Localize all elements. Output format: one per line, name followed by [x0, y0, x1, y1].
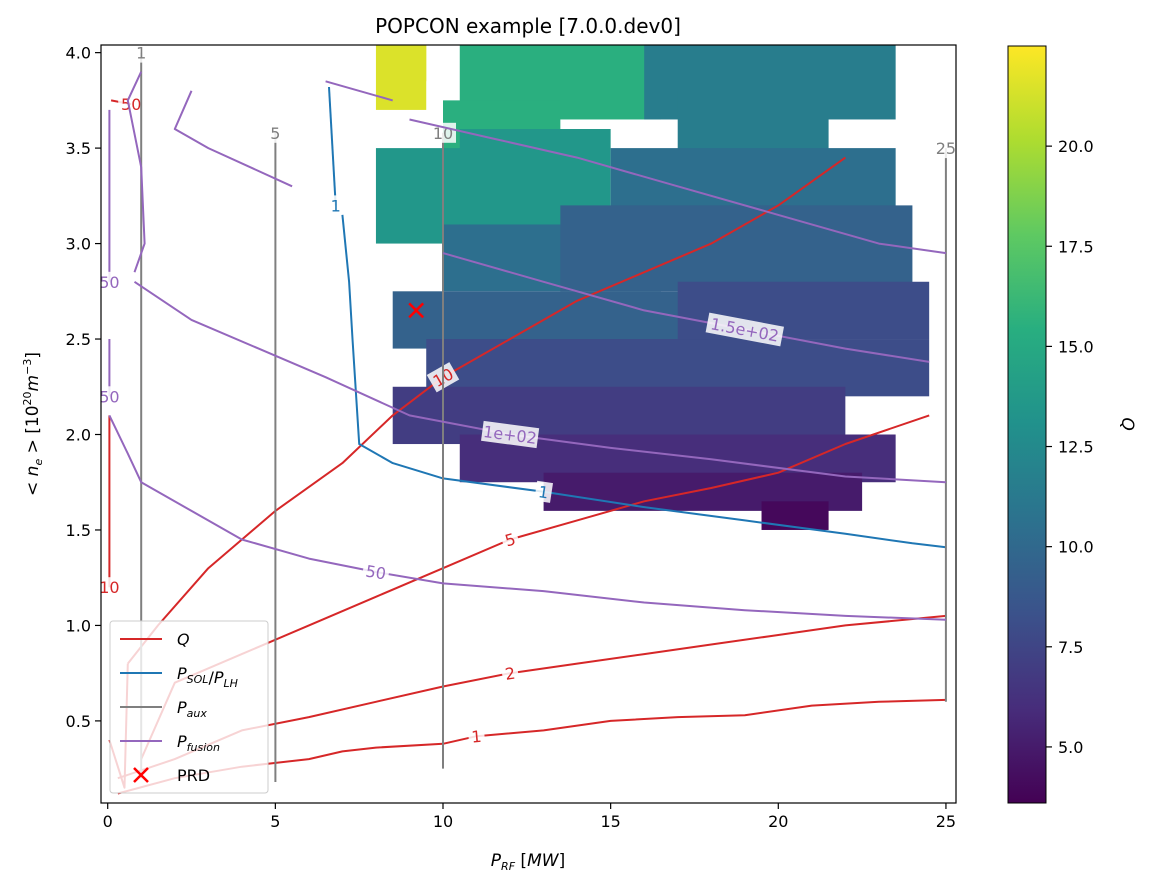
contour-label-gap-4	[118, 94, 145, 115]
contour-label-12: 25	[936, 139, 956, 158]
contour-label-5: 10	[99, 578, 119, 597]
contour-label-gap-14	[481, 420, 540, 449]
colorbar-ticks: 5.0 7.5 10.0 12.5 15.0 17.5 20.0	[1046, 137, 1094, 757]
colorbar-label: Q	[1117, 417, 1137, 430]
contour-label-9: 1	[136, 44, 146, 63]
contour-label-19: 50	[99, 273, 119, 292]
x-axis-label: PRF [MW]	[491, 851, 565, 873]
colorbar-tick-label-3: 12.5	[1058, 438, 1094, 457]
y-tick-label-0: 0.5	[66, 712, 91, 731]
y-axis-ticks: 0.5 1.0 1.5 2.0 2.5 3.0 3.5 4.0	[66, 44, 101, 731]
plot-frame	[100, 44, 957, 804]
contour-label-gap-15	[705, 312, 784, 347]
colorbar	[1007, 45, 1047, 804]
contour-label-gap-10	[267, 122, 284, 143]
contour-label-8: 1	[537, 482, 550, 502]
x-tick-label-0: 0	[103, 812, 113, 831]
legend-swatch-4	[133, 767, 149, 783]
contour-label-gap-5	[101, 577, 123, 598]
marker-layer	[408, 302, 425, 319]
x-tick-label-4: 20	[768, 812, 788, 831]
contour-psol-8	[341, 214, 947, 549]
contour-label-gap-8	[534, 480, 554, 503]
y-tick-label-2: 1.5	[66, 521, 91, 540]
heatmap-cell-0-1	[386, 45, 427, 82]
contour-label-2: 2	[504, 664, 517, 684]
contour-label-gap-1	[499, 527, 521, 552]
x-tick-label-3: 15	[600, 812, 620, 831]
y-axis-label: < ne > [1020m−3]	[21, 352, 45, 496]
y-tick-label-1: 1.0	[66, 616, 91, 635]
colorbar-tick-label-4: 15.0	[1058, 337, 1094, 356]
legend-label-3: Pfusion	[177, 732, 220, 754]
y-tick-label-4: 2.5	[66, 330, 91, 349]
contour-label-10: 5	[270, 124, 280, 143]
colorbar-tick-label-5: 17.5	[1058, 237, 1094, 256]
legend: Q PSOL/PLH Paux Pfusion PRD	[109, 620, 269, 794]
contour-label-gap-3	[467, 725, 486, 747]
colorbar-tick-label-1: 7.5	[1058, 638, 1083, 657]
contour-label-13: 50	[364, 561, 387, 583]
heatmap-cell-5-1	[560, 205, 913, 292]
contour-pfusion-17	[409, 118, 947, 255]
contour-label-gap-12	[932, 138, 956, 159]
legend-label-4: PRD	[177, 766, 210, 785]
x-tick-label-1: 5	[270, 812, 280, 831]
legend-label-2: Paux	[177, 698, 207, 720]
contour-label-1: 5	[503, 529, 518, 550]
contour-label-7: 1	[331, 196, 341, 215]
contour-label-gap-9	[133, 45, 150, 63]
contour-label-3: 1	[471, 727, 483, 747]
prd-marker	[408, 302, 425, 319]
x-axis-ticks: 0 5 10 15 20 25	[103, 803, 956, 831]
x-tick-label-2: 10	[433, 812, 453, 831]
heatmap-cell-10-0	[761, 501, 829, 530]
colorbar-tick-label-0: 5.0	[1058, 738, 1083, 757]
y-tick-label-7: 4.0	[66, 44, 91, 63]
contour-label-gap-19	[101, 271, 123, 292]
colorbar-tick-label-2: 10.0	[1058, 538, 1094, 557]
y-tick-label-3: 2.0	[66, 426, 91, 445]
colorbar-tick-label-6: 20.0	[1058, 137, 1094, 156]
contour-label-gap-2	[500, 662, 520, 685]
contour-label-20: 50	[99, 387, 119, 406]
contour-pfusion-16	[325, 80, 393, 102]
contour-pfusion-21	[173, 90, 293, 188]
contour-pfusion-18	[126, 71, 146, 273]
contour-label-4: 50	[121, 95, 141, 114]
legend-label-0: Q	[177, 630, 190, 649]
legend-box	[109, 620, 269, 794]
contour-pfusion-15	[442, 252, 930, 363]
contour-psol-7	[328, 86, 337, 206]
x-tick-label-5: 25	[936, 812, 956, 831]
y-tick-label-6: 3.5	[66, 139, 91, 158]
contour-label-gap-7	[327, 195, 344, 216]
heatmap-layer	[375, 45, 930, 530]
contour-label-gap-20	[101, 386, 123, 407]
legend-label-1: PSOL/PLH	[177, 664, 238, 690]
contour-pfusion-14	[133, 280, 946, 484]
chart-title: POPCON example [7.0.0.dev0]	[375, 14, 681, 38]
contour-label-gap-13	[361, 559, 391, 585]
y-tick-label-5: 3.0	[66, 235, 91, 254]
